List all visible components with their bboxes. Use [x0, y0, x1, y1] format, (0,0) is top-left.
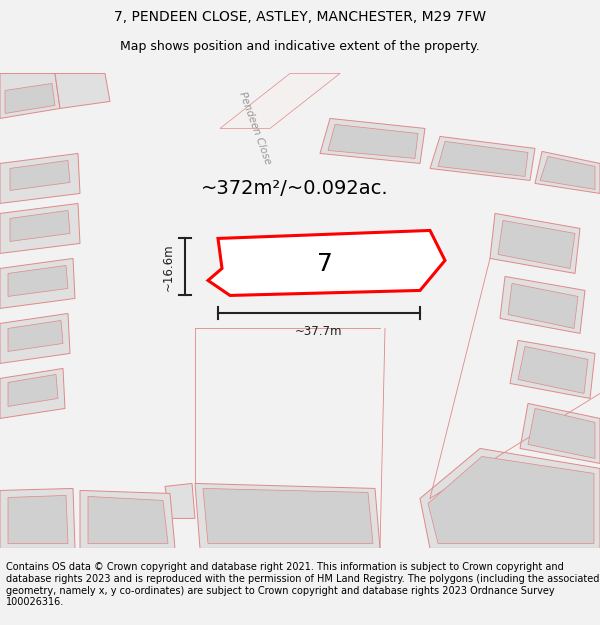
Text: Pendeen Close: Pendeen Close [237, 91, 273, 166]
Text: 7: 7 [317, 253, 333, 276]
Polygon shape [535, 151, 600, 194]
Polygon shape [0, 368, 65, 419]
Polygon shape [208, 231, 445, 296]
Polygon shape [203, 488, 373, 543]
Polygon shape [490, 213, 580, 274]
Polygon shape [320, 119, 425, 163]
Polygon shape [5, 83, 55, 114]
Polygon shape [420, 448, 600, 549]
Polygon shape [520, 404, 600, 463]
Polygon shape [55, 73, 110, 109]
Text: ~16.6m: ~16.6m [161, 243, 175, 291]
Text: ~37.7m: ~37.7m [295, 325, 343, 338]
Polygon shape [500, 276, 585, 334]
Polygon shape [220, 73, 340, 129]
Polygon shape [430, 136, 535, 181]
Polygon shape [510, 341, 595, 399]
Polygon shape [0, 73, 60, 119]
Polygon shape [8, 374, 58, 406]
Text: 7, PENDEEN CLOSE, ASTLEY, MANCHESTER, M29 7FW: 7, PENDEEN CLOSE, ASTLEY, MANCHESTER, M2… [114, 9, 486, 24]
Polygon shape [498, 221, 575, 269]
Polygon shape [438, 141, 528, 176]
Polygon shape [0, 153, 80, 204]
Polygon shape [8, 266, 68, 296]
Polygon shape [80, 491, 175, 549]
Polygon shape [328, 124, 418, 158]
Polygon shape [8, 321, 63, 351]
Polygon shape [528, 409, 595, 458]
Text: Contains OS data © Crown copyright and database right 2021. This information is : Contains OS data © Crown copyright and d… [6, 562, 599, 608]
Polygon shape [195, 483, 380, 549]
Polygon shape [8, 496, 68, 543]
Polygon shape [0, 314, 70, 363]
Polygon shape [0, 488, 75, 549]
Polygon shape [88, 496, 168, 543]
Polygon shape [10, 161, 70, 191]
Polygon shape [10, 211, 70, 241]
Polygon shape [518, 346, 588, 394]
Polygon shape [165, 483, 195, 518]
Polygon shape [540, 156, 595, 189]
Polygon shape [428, 456, 594, 543]
Polygon shape [0, 259, 75, 308]
Polygon shape [0, 204, 80, 254]
Text: Map shows position and indicative extent of the property.: Map shows position and indicative extent… [120, 40, 480, 52]
Polygon shape [508, 284, 578, 329]
Text: ~372m²/~0.092ac.: ~372m²/~0.092ac. [201, 179, 389, 198]
